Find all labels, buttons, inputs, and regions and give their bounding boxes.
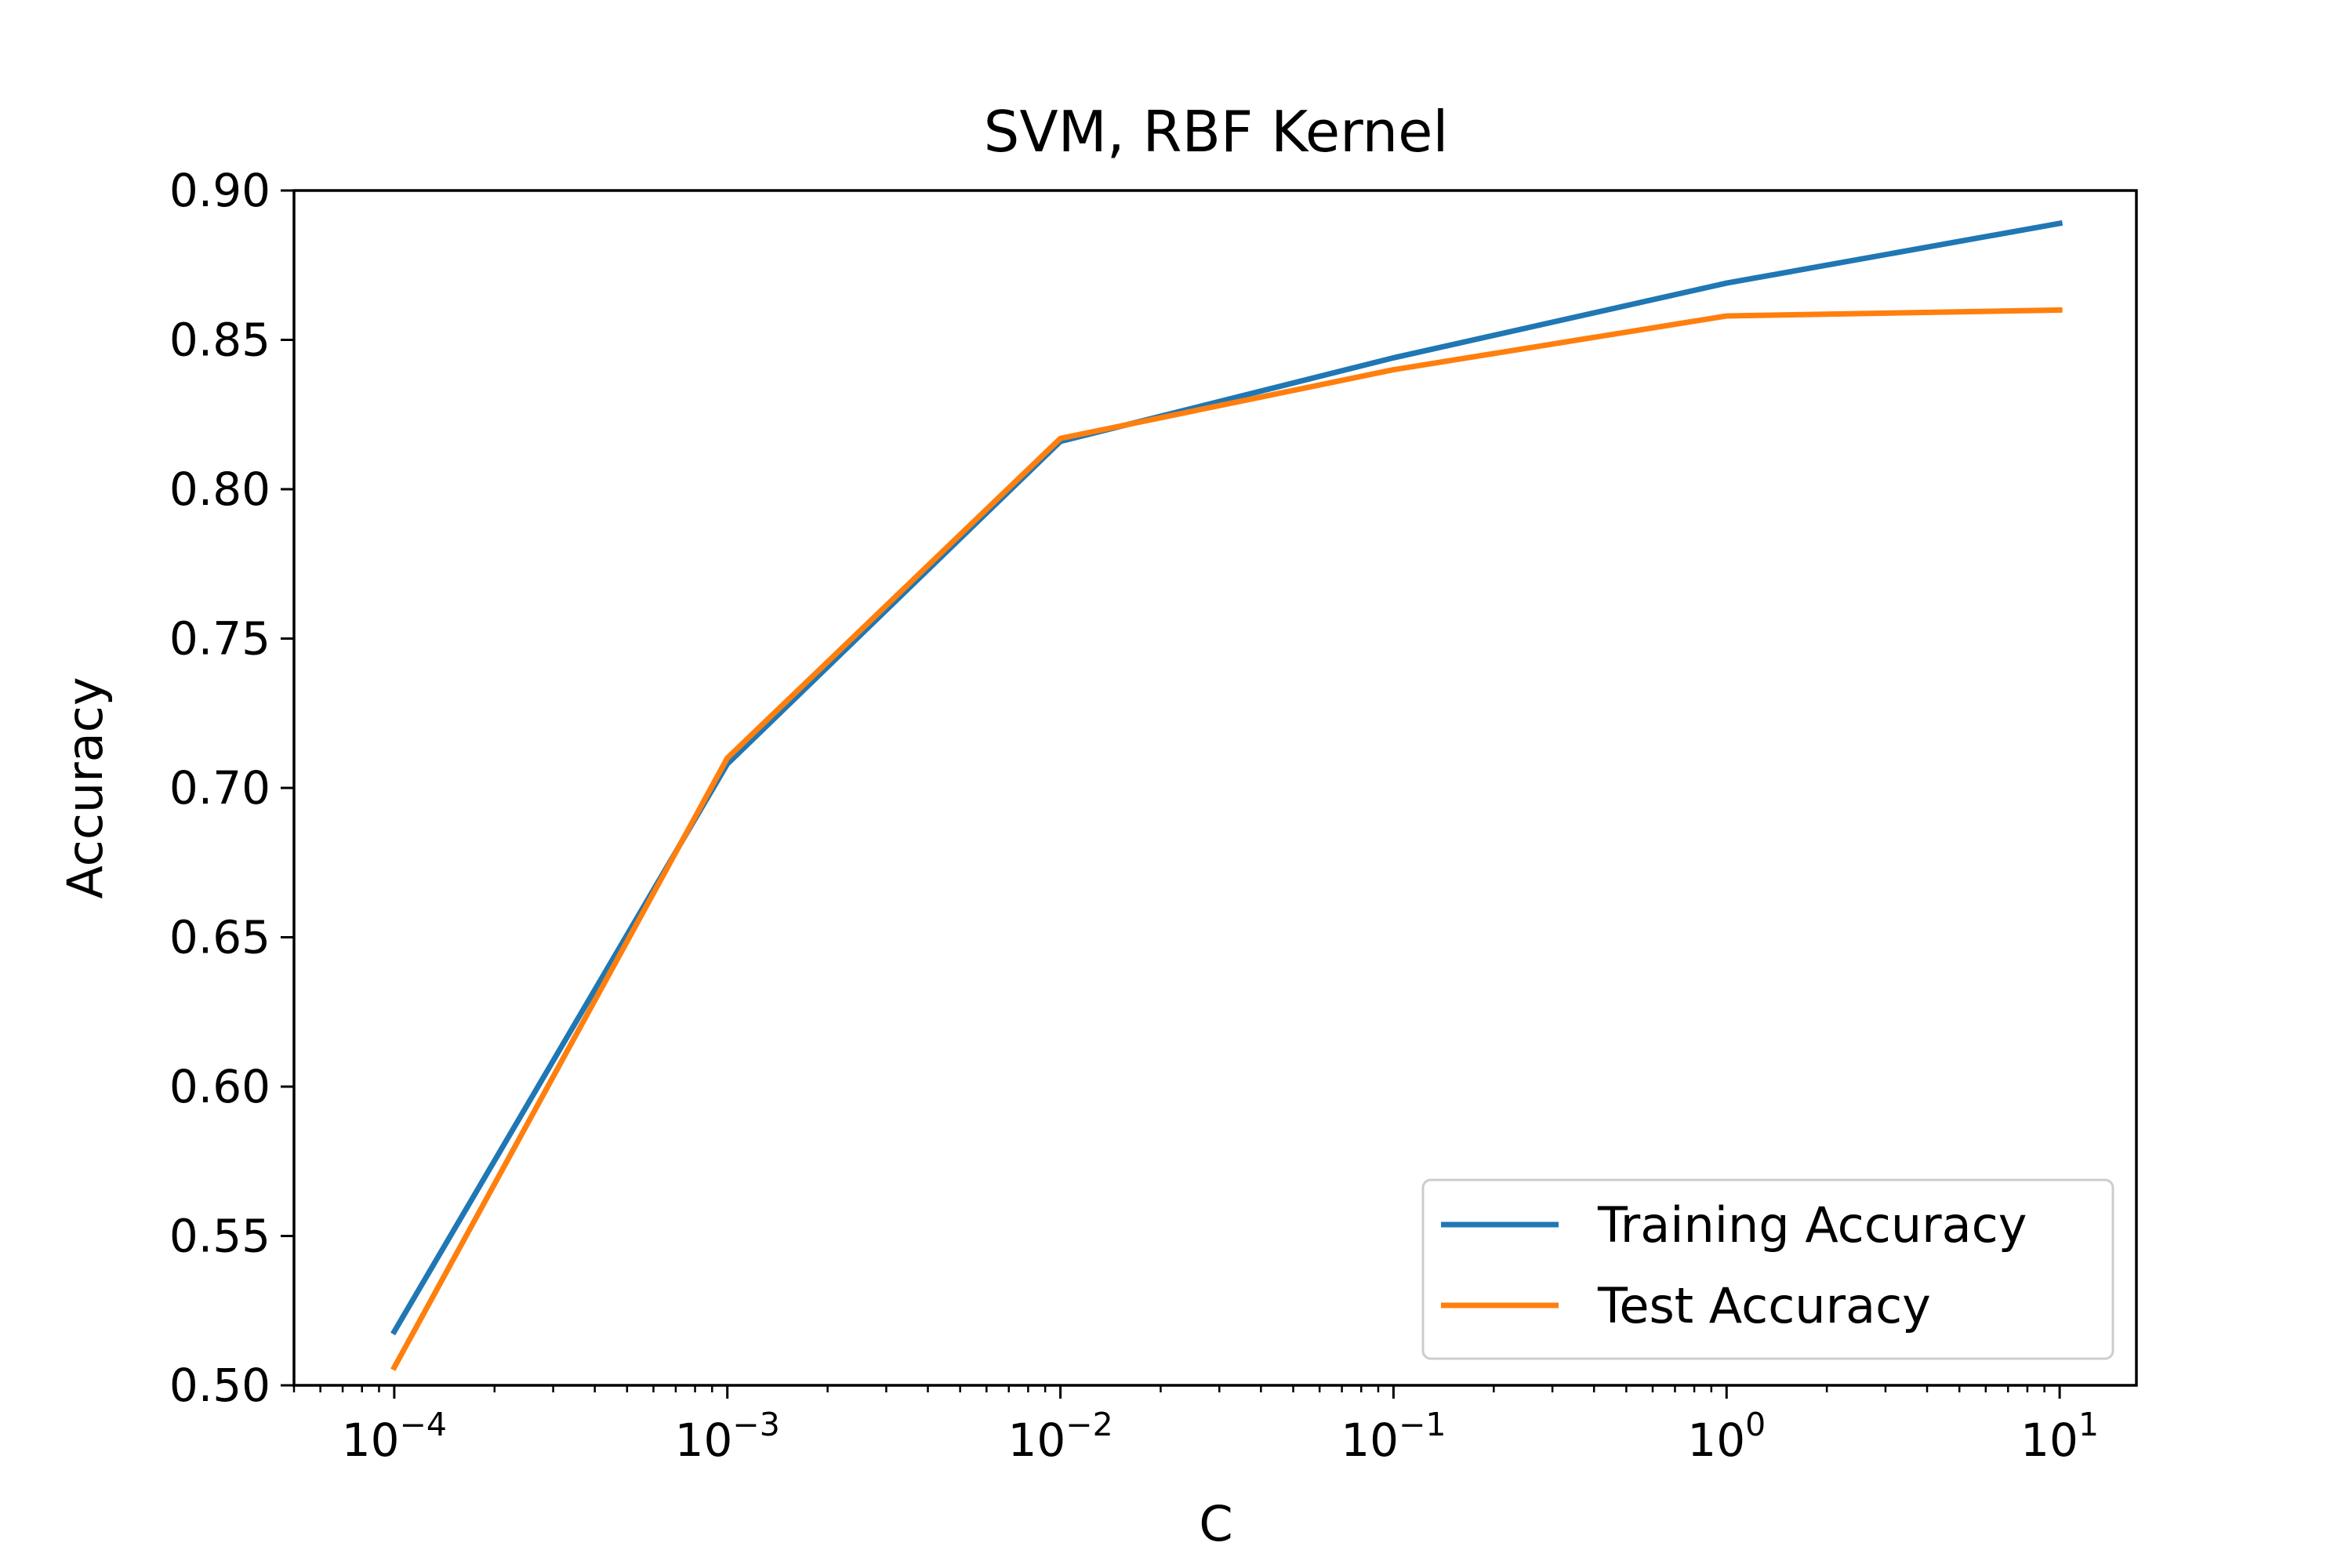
y-tick-label: 0.90 bbox=[169, 164, 270, 217]
y-tick-label: 0.55 bbox=[169, 1210, 270, 1263]
x-tick-exponent: −4 bbox=[400, 1406, 447, 1443]
plot-frame bbox=[292, 189, 2138, 1387]
series-line-1 bbox=[390, 307, 2063, 1371]
x-axis-label: C bbox=[1199, 1495, 1232, 1552]
y-tick-label: 0.75 bbox=[169, 612, 270, 666]
y-tick-label: 0.80 bbox=[169, 463, 270, 516]
y-axis-label: Accuracy bbox=[56, 677, 114, 898]
x-tick-label: 10−1 bbox=[1341, 1406, 1446, 1467]
x-tick-base: 10 bbox=[2020, 1414, 2078, 1467]
y-tick-label: 0.70 bbox=[169, 761, 270, 815]
x-tick-label: 10−2 bbox=[1007, 1406, 1112, 1467]
x-tick-label: 100 bbox=[1687, 1406, 1766, 1467]
x-tick-exponent: −2 bbox=[1065, 1406, 1112, 1443]
x-tick-exponent: −3 bbox=[732, 1406, 779, 1443]
legend-label-0: Training Accuracy bbox=[1597, 1196, 2027, 1254]
x-tick-base: 10 bbox=[1687, 1414, 1745, 1467]
x-tick-base: 10 bbox=[1341, 1414, 1399, 1467]
y-tick-label: 0.50 bbox=[169, 1359, 270, 1412]
y-tick-label: 0.85 bbox=[169, 314, 270, 367]
series-layer bbox=[390, 220, 2063, 1371]
y-tick-label: 0.65 bbox=[169, 911, 270, 964]
x-tick-base: 10 bbox=[342, 1414, 400, 1467]
tick-layer: 0.500.550.600.650.700.750.800.850.9010−4… bbox=[169, 164, 2099, 1467]
legend-label-1: Test Accuracy bbox=[1597, 1277, 1931, 1334]
y-tick-label: 0.60 bbox=[169, 1060, 270, 1113]
x-tick-exponent: −1 bbox=[1399, 1406, 1446, 1443]
x-tick-base: 10 bbox=[675, 1414, 733, 1467]
x-tick-exponent: 0 bbox=[1745, 1406, 1766, 1443]
x-tick-base: 10 bbox=[1007, 1414, 1065, 1467]
x-tick-label: 101 bbox=[2020, 1406, 2099, 1467]
x-tick-label: 10−3 bbox=[675, 1406, 780, 1467]
legend: Training Accuracy Test Accuracy bbox=[1421, 1178, 2114, 1360]
x-tick-label: 10−4 bbox=[342, 1406, 447, 1467]
x-tick-exponent: 1 bbox=[2078, 1406, 2099, 1443]
chart-title: SVM, RBF Kernel bbox=[984, 99, 1449, 165]
legend-frame bbox=[1421, 1178, 2114, 1360]
